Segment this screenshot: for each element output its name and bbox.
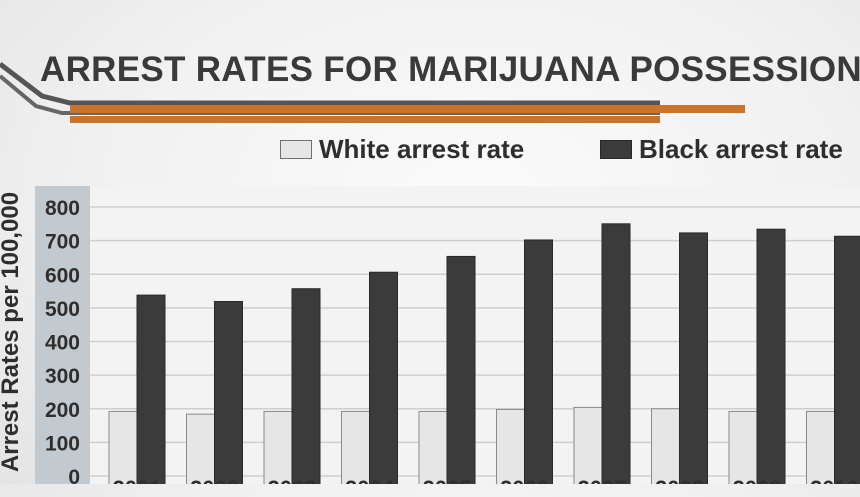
y-tick-label: 400 (45, 332, 80, 355)
y-tick-label: 600 (45, 264, 80, 287)
bar-white-2001 (109, 411, 137, 484)
bar-black-2008 (680, 233, 708, 484)
x-tick-label: 2008 (655, 476, 704, 484)
bar-white-2010 (807, 411, 835, 484)
bar-white-2007 (574, 407, 602, 484)
bar-black-2004 (370, 272, 398, 484)
bar-white-2004 (342, 411, 370, 484)
x-tick-label: 2009 (733, 476, 782, 484)
x-tick-label: 2001 (113, 476, 162, 484)
bar-black-2002 (215, 301, 243, 484)
bar-black-2009 (757, 229, 785, 484)
x-tick-label: 2010 (810, 476, 859, 484)
x-tick-label: 2004 (345, 476, 395, 484)
bar-black-2006 (525, 240, 553, 484)
bar-black-2007 (602, 224, 630, 484)
y-tick-label: 100 (45, 432, 80, 455)
bar-black-2001 (137, 295, 165, 484)
y-tick-label: 0 (68, 466, 80, 484)
bar-black-2003 (292, 289, 320, 484)
bar-white-2009 (729, 411, 757, 484)
y-tick-label: 500 (45, 298, 80, 321)
bar-white-2003 (264, 411, 292, 484)
y-tick-label: 300 (45, 365, 80, 388)
x-tick-label: 2002 (190, 476, 239, 484)
bar-black-2005 (447, 256, 475, 484)
x-tick-label: 2006 (500, 476, 549, 484)
bar-white-2006 (497, 409, 525, 484)
y-tick-label: 200 (45, 399, 80, 422)
y-tick-label: 800 (45, 197, 80, 220)
bar-black-2010 (835, 236, 860, 484)
bar-white-2008 (652, 409, 680, 484)
x-tick-label: 2005 (423, 476, 472, 484)
x-tick-label: 2007 (578, 476, 627, 484)
bar-white-2005 (419, 411, 447, 484)
bar-white-2002 (187, 414, 215, 484)
y-tick-label: 700 (45, 231, 80, 254)
